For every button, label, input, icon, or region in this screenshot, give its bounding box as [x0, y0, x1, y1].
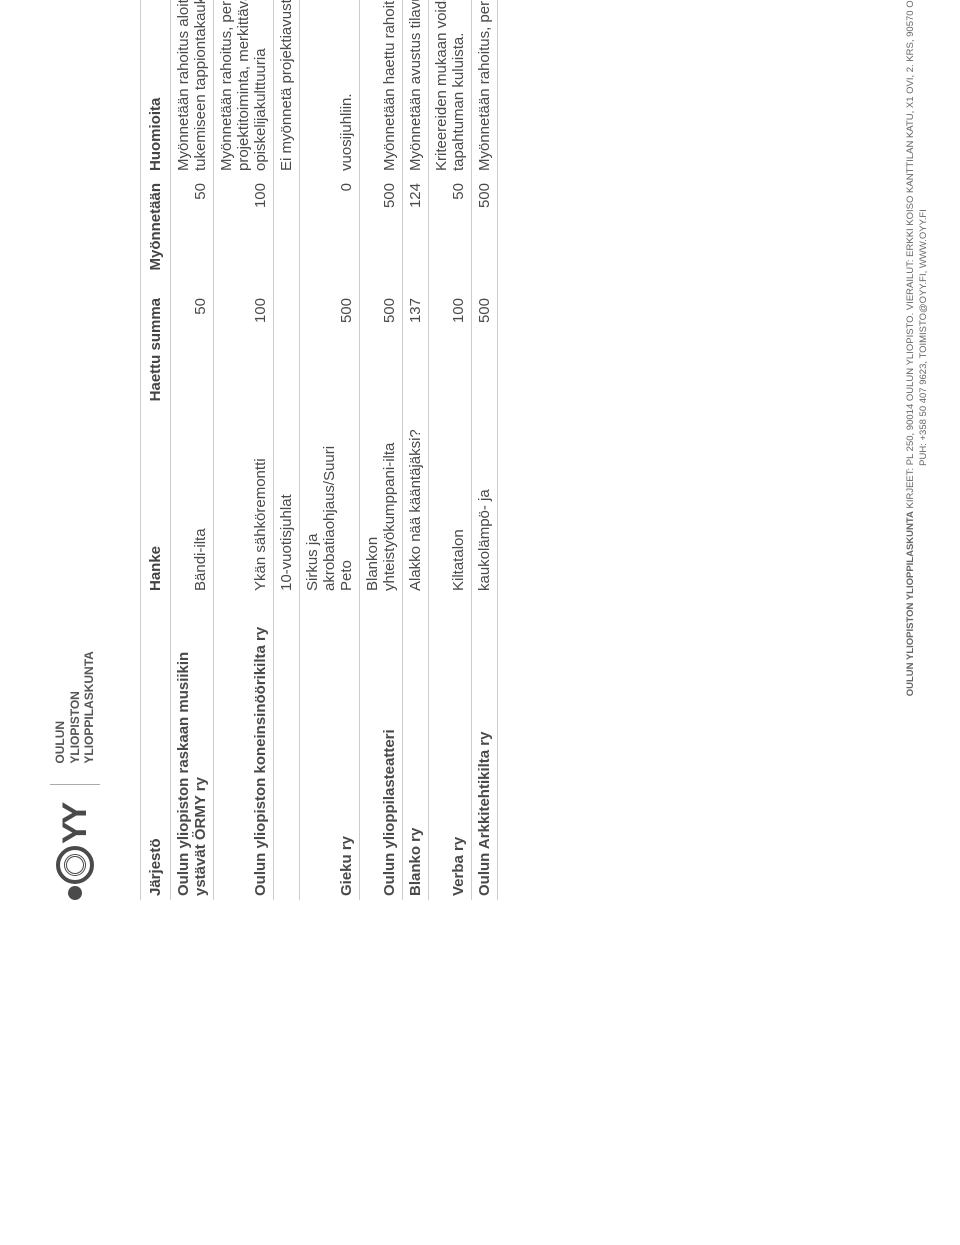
cell-haettu: 100	[213, 280, 273, 410]
cell-myon: 100	[213, 175, 273, 280]
cell-org: Blanko ry	[402, 595, 428, 900]
page-header: YY OULUN YLIOPISTON YLIOPPILASKUNTA Proj…	[50, 0, 105, 900]
cell-myon: 0	[299, 175, 359, 280]
cell-myon: 124	[402, 175, 428, 280]
cell-huom: Myönnetään rahoitus, perusteluina	[471, 0, 497, 175]
col-myonnetaan: Myönnetään	[140, 175, 170, 280]
footer-address: KIRJEET: PL 250, 90014 OULUN YLIOPISTO. …	[905, 0, 916, 511]
logo-divider	[50, 784, 100, 785]
cell-myon: 500	[359, 175, 402, 280]
cell-hanke: Ykän sähköremontti	[213, 410, 273, 595]
grants-table: Järjestö Hanke Haettu summa Myönnetään H…	[140, 0, 498, 900]
footer-org-bold: OULUN YLIOPISTON YLIOPPILASKUNTA	[905, 511, 916, 696]
col-huomioita: Huomioita	[140, 0, 170, 175]
cell-haettu: 50	[170, 280, 213, 410]
cell-haettu: 137	[402, 280, 428, 410]
cell-haettu: 100	[428, 280, 471, 410]
cell-haettu	[273, 280, 299, 410]
logo-text: YY	[56, 805, 95, 844]
cell-org: Verba ry	[428, 595, 471, 900]
cell-hanke: Sirkus ja akrobatiaohjaus/Suuri Peto	[299, 410, 359, 595]
table-row: Oulun yliopiston koneinsinöörikilta ryYk…	[213, 0, 273, 900]
table-row: Oulun yliopiston raskaan musiikin ystävä…	[170, 0, 213, 900]
org-line-3: YLIOPPILASKUNTA	[82, 651, 96, 763]
table-row: Gieku rySirkus ja akrobatiaohjaus/Suuri …	[299, 0, 359, 900]
table-row: 10-vuotisjuhlat Ei myönnetä projektiavust…	[273, 0, 299, 900]
cell-org: Oulun yliopiston koneinsinöörikilta ry	[213, 595, 273, 900]
org-name: OULUN YLIOPISTON YLIOPPILASKUNTA	[53, 651, 96, 763]
table-row: Oulun Arkkitehtikilta rykaukolämpö- ja50…	[471, 0, 497, 900]
cell-huom: Myönnetään haettu rahoitus.	[359, 0, 402, 175]
table-header-row: Järjestö Hanke Haettu summa Myönnetään H…	[140, 0, 170, 900]
org-line-1: OULUN	[53, 651, 67, 763]
cell-huom: vuosijuhliin.	[299, 0, 359, 175]
cell-org: Oulun yliopiston raskaan musiikin ystävä…	[170, 595, 213, 900]
footer-contact: PUH: +358 50 407 9623, TOIMISTO@OYY.FI, …	[918, 0, 930, 960]
cell-huom: Myönnetään rahoitus, perusteluina talkoo…	[213, 0, 273, 175]
col-hanke: Hanke	[140, 410, 170, 595]
cell-myon: 500	[471, 175, 497, 280]
cell-haettu: 500	[299, 280, 359, 410]
cell-myon: 50	[170, 175, 213, 280]
cell-org	[273, 595, 299, 900]
cell-org: Oulun ylioppilasteatteri	[359, 595, 402, 900]
col-haettu: Haettu summa	[140, 280, 170, 410]
cell-huom: Myönnetään rahoitus aloittavan yhdistyks…	[170, 0, 213, 175]
table-row: Blanko ryAlakko nää kääntäjäksi?137124My…	[402, 0, 428, 900]
cell-myon: 50	[428, 175, 471, 280]
cell-huom: Ei myönnetä projektiavustusta	[273, 0, 299, 175]
cell-hanke: Kiltatalon	[428, 410, 471, 595]
table-row: Verba ryKiltatalon10050Kriteereiden muka…	[428, 0, 471, 900]
cell-hanke: Alakko nää kääntäjäksi?	[402, 410, 428, 595]
logo-block: YY OULUN YLIOPISTON YLIOPPILASKUNTA	[50, 651, 100, 900]
cell-hanke: Blankon yhteistyökumppani-ilta	[359, 410, 402, 595]
cell-org: Oulun Arkkitehtikilta ry	[471, 595, 497, 900]
cell-hanke: 10-vuotisjuhlat	[273, 410, 299, 595]
cell-huom: Kriteereiden mukaan voidaan myöntää avus…	[428, 0, 471, 175]
oyy-logo-icon: YY	[56, 805, 95, 900]
org-line-2: YLIOPISTON	[68, 651, 82, 763]
cell-hanke: kaukolämpö- ja	[471, 410, 497, 595]
table-row: Oulun ylioppilasteatteriBlankon yhteisty…	[359, 0, 402, 900]
cell-huom: Myönnetään avustus tilavuokraan.	[402, 0, 428, 175]
cell-haettu: 500	[359, 280, 402, 410]
cell-haettu: 500	[471, 280, 497, 410]
page-footer: OULUN YLIOPISTON YLIOPPILASKUNTA KIRJEET…	[905, 0, 930, 960]
cell-hanke: Bändi-ilta	[170, 410, 213, 595]
cell-myon	[273, 175, 299, 280]
cell-org: Gieku ry	[299, 595, 359, 900]
col-jarjesto: Järjestö	[140, 595, 170, 900]
